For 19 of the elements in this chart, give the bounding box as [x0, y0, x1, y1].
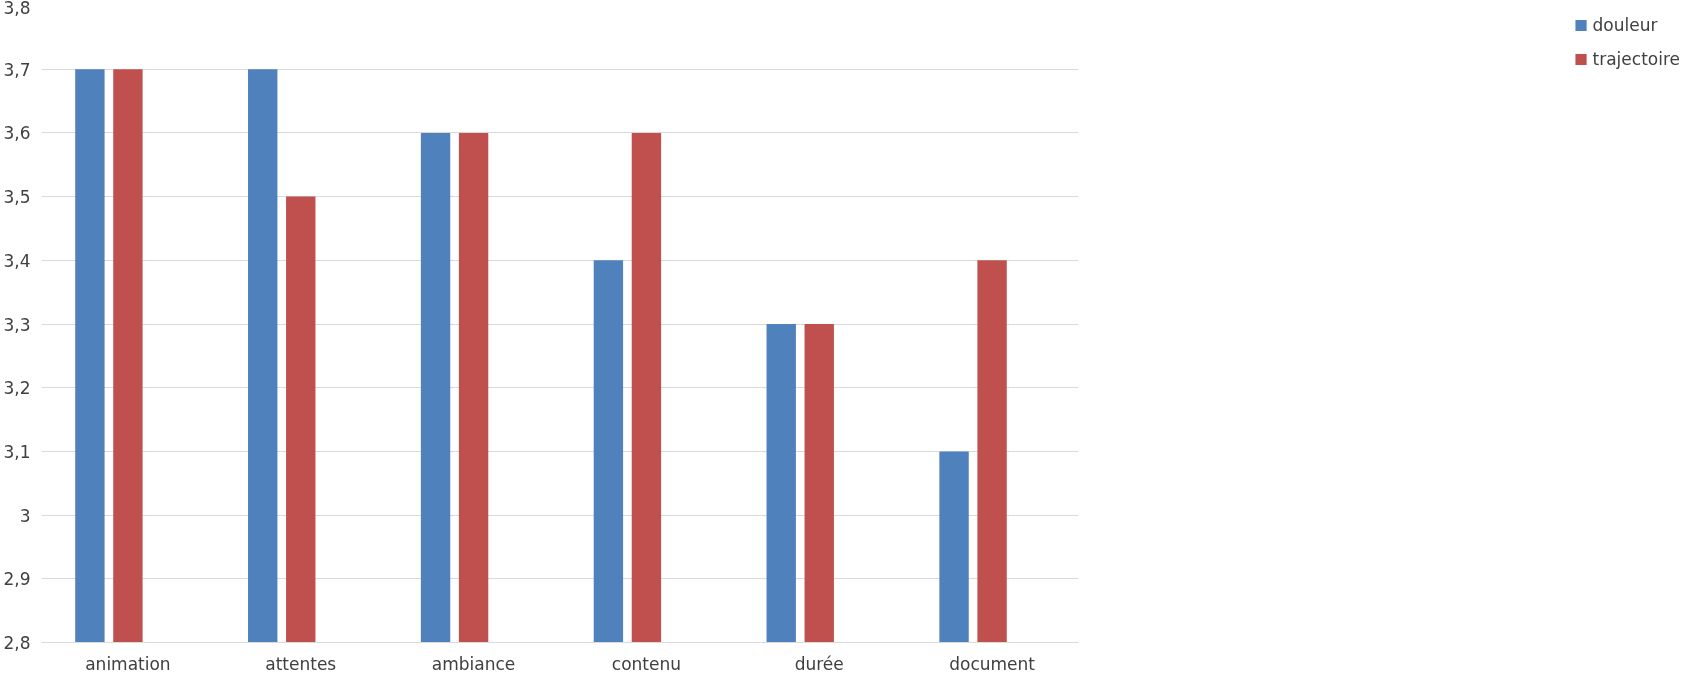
y-tick-label: 3,1 — [3, 441, 31, 462]
legend-label: trajectoire — [1592, 49, 1680, 69]
x-tick-label: animation — [85, 653, 171, 674]
y-tick-label: 3,5 — [3, 187, 31, 208]
legend-label: douleur — [1592, 15, 1658, 35]
y-tick-label: 2,9 — [3, 569, 31, 590]
x-tick-label: contenu — [611, 653, 682, 674]
y-tick-label: 3,8 — [3, 0, 31, 18]
x-tick-label: durée — [794, 653, 844, 674]
y-tick-label: 3,3 — [3, 314, 31, 335]
x-tick-label: attentes — [265, 653, 337, 674]
x-tick-label: ambiance — [431, 653, 516, 674]
y-tick-label: 3 — [19, 505, 31, 526]
x-tick-label: document — [949, 653, 1036, 674]
y-tick-label: 3,7 — [3, 59, 31, 80]
y-tick-label: 2,8 — [3, 633, 31, 653]
y-tick-label: 3,4 — [3, 250, 31, 271]
y-tick-label: 3,6 — [3, 123, 31, 144]
y-tick-label: 3,2 — [3, 378, 31, 399]
